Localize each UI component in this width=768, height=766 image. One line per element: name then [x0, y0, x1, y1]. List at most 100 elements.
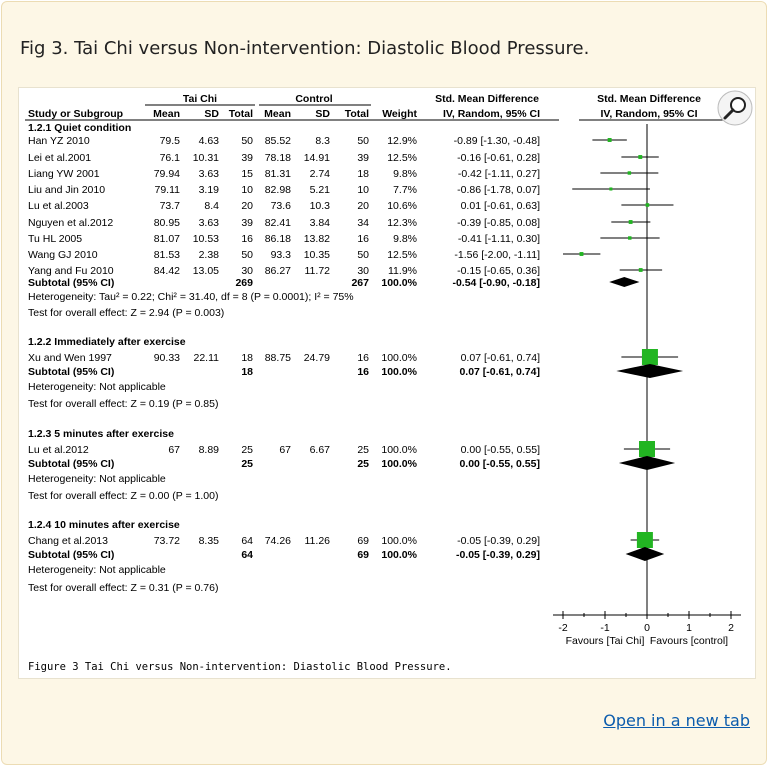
col-header-mean-taichi: Mean [153, 108, 180, 120]
cell-weight: 7.7% [393, 184, 417, 196]
subtotal-total-taichi: 269 [235, 277, 253, 289]
subtotal-ci: -0.54 [-0.90, -0.18] [452, 277, 540, 289]
cell-weight: 100.0% [381, 352, 417, 364]
study-point-marker [636, 532, 653, 548]
cell-sd-taichi: 8.35 [199, 535, 220, 547]
cell-total-taichi: 16 [241, 233, 253, 245]
col-header-weight: Weight [382, 108, 417, 120]
heterogeneity-text: Heterogeneity: Not applicable [28, 564, 166, 576]
group-header-taichi: Tai Chi [183, 93, 217, 105]
study-name: Yang and Fu 2010 [28, 265, 114, 277]
cell-sd-control: 24.79 [304, 352, 330, 364]
cell-mean-control: 81.31 [265, 168, 291, 180]
subtotal-ci: 0.00 [-0.55, 0.55] [459, 458, 540, 470]
plot-header-method: IV, Random, 95% CI [600, 108, 697, 120]
study-name: Liang YW 2001 [28, 168, 100, 180]
col-header-sd-control: SD [315, 108, 330, 120]
cell-sd-control: 6.67 [310, 444, 331, 456]
study-point-marker [639, 441, 655, 457]
cell-mean-control: 82.98 [265, 184, 291, 196]
subtotal-label: Subtotal (95% CI) [28, 277, 114, 289]
study-name: Han YZ 2010 [28, 135, 90, 147]
cell-mean-taichi: 73.72 [154, 535, 180, 547]
cell-smd-ci: -0.15 [-0.65, 0.36] [457, 265, 540, 277]
study-point-marker [627, 171, 632, 175]
cell-mean-control: 67 [279, 444, 291, 456]
cell-mean-taichi: 81.07 [154, 233, 180, 245]
cell-mean-control: 93.3 [271, 249, 292, 261]
cell-sd-taichi: 8.4 [204, 200, 219, 212]
cell-smd-ci: -0.89 [-1.30, -0.48] [454, 135, 540, 147]
cell-smd-ci: -0.42 [-1.11, 0.27] [458, 168, 540, 180]
cell-sd-taichi: 22.11 [194, 352, 220, 364]
col-header-sd-taichi: SD [204, 108, 219, 120]
study-point-marker [641, 349, 658, 365]
subtotal-ci: -0.05 [-0.39, 0.29] [456, 549, 540, 561]
study-name: Chang et al.2013 [28, 535, 108, 547]
study-point-marker [638, 268, 643, 272]
cell-smd-ci: -0.05 [-0.39, 0.29] [457, 535, 540, 547]
cell-sd-control: 14.91 [304, 152, 330, 164]
favours-control-label: Favours [control] [650, 635, 728, 647]
study-name: Liu and Jin 2010 [28, 184, 105, 196]
heterogeneity-text: Heterogeneity: Not applicable [28, 473, 166, 485]
cell-total-control: 18 [357, 168, 369, 180]
cell-total-control: 20 [357, 200, 369, 212]
cell-sd-taichi: 8.89 [199, 444, 220, 456]
cell-mean-taichi: 80.95 [154, 217, 180, 229]
subtotal-weight: 100.0% [381, 549, 417, 561]
forest-table: Tai Chi Control Std. Mean Difference Std. M… [25, 93, 739, 594]
cell-total-taichi: 50 [241, 135, 253, 147]
cell-sd-taichi: 4.63 [199, 135, 220, 147]
cell-sd-taichi: 3.63 [199, 217, 220, 229]
forest-plot-area: -2 -1 0 1 2 Favours [Tai Chi] Favours [control… [553, 124, 741, 647]
cell-total-taichi: 10 [241, 184, 253, 196]
cell-sd-control: 5.21 [310, 184, 331, 196]
cell-smd-ci: 0.00 [-0.55, 0.55] [461, 444, 540, 456]
cell-mean-taichi: 73.7 [160, 200, 181, 212]
subtotal-total-control: 267 [351, 277, 369, 289]
subgroup-title: 1.2.1 Quiet condition [28, 122, 131, 134]
col-header-study: Study or Subgroup [28, 108, 123, 120]
cell-mean-control: 73.6 [271, 200, 292, 212]
overall-effect-text: Test for overall effect: Z = 2.94 (P = 0… [28, 307, 224, 319]
x-tick-label: 0 [644, 622, 650, 634]
cell-sd-taichi: 2.38 [199, 249, 220, 261]
study-name: Xu and Wen 1997 [28, 352, 112, 364]
subtotal-total-control: 69 [357, 549, 369, 561]
cell-smd-ci: -0.41 [-1.11, 0.30] [458, 233, 540, 245]
cell-smd-ci: -0.86 [-1.78, 0.07] [457, 184, 540, 196]
overall-effect-text: Test for overall effect: Z = 0.31 (P = 0… [28, 582, 218, 594]
cell-total-taichi: 30 [241, 265, 253, 277]
cell-mean-control: 85.52 [265, 135, 291, 147]
cell-total-control: 16 [357, 352, 369, 364]
col-header-total-taichi: Total [229, 108, 253, 120]
subtotal-total-control: 16 [357, 366, 369, 378]
cell-weight: 100.0% [381, 444, 417, 456]
forest-plot-figure: Tai Chi Control Std. Mean Difference Std. M… [18, 87, 756, 679]
magnifier-icon[interactable] [717, 90, 753, 126]
cell-total-taichi: 39 [241, 217, 253, 229]
subtotal-diamond [618, 456, 676, 470]
open-in-new-tab-link[interactable]: Open in a new tab [603, 711, 750, 730]
cell-mean-control: 74.26 [265, 535, 291, 547]
cell-weight: 12.5% [387, 249, 417, 261]
cell-mean-control: 86.18 [265, 233, 291, 245]
study-name: Lu et al.2012 [28, 444, 89, 456]
cell-sd-control: 10.35 [304, 249, 330, 261]
cell-weight: 12.5% [387, 152, 417, 164]
subgroup-title: 1.2.3 5 minutes after exercise [28, 428, 174, 440]
cell-total-control: 10 [357, 184, 369, 196]
study-point-marker [628, 236, 632, 240]
cell-weight: 100.0% [381, 535, 417, 547]
cell-total-control: 16 [357, 233, 369, 245]
cell-total-taichi: 64 [241, 535, 253, 547]
overall-effect-text: Test for overall effect: Z = 0.00 (P = 1… [28, 490, 218, 502]
subtotal-diamond [616, 364, 684, 378]
subtotal-total-taichi: 64 [241, 549, 253, 561]
cell-sd-control: 11.72 [305, 265, 331, 277]
col-header-method: IV, Random, 95% CI [443, 108, 540, 120]
cell-mean-taichi: 67 [168, 444, 180, 456]
cell-total-control: 50 [357, 135, 369, 147]
